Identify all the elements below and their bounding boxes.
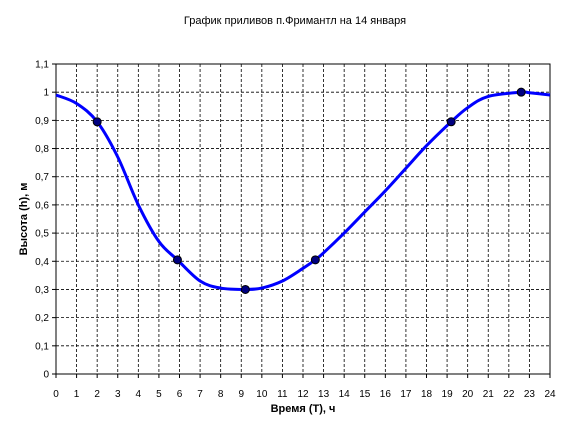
data-point-marker xyxy=(310,255,320,265)
x-tick-label: 16 xyxy=(380,389,392,400)
y-tick-label: 0,7 xyxy=(35,172,49,183)
x-tick-label: 23 xyxy=(524,389,536,400)
x-tick-label: 21 xyxy=(483,389,495,400)
x-tick-label: 10 xyxy=(256,389,268,400)
y-tick-label: 0,3 xyxy=(35,285,49,296)
x-tick-label: 19 xyxy=(442,389,454,400)
y-axis-label: Высота (h), м xyxy=(18,183,30,256)
data-point-marker xyxy=(172,255,182,265)
y-tick-label: 0,5 xyxy=(35,229,49,240)
y-tick-label: 0,4 xyxy=(35,257,49,268)
data-point-marker xyxy=(92,117,102,127)
x-tick-label: 2 xyxy=(94,389,100,400)
data-point-marker xyxy=(516,87,526,97)
x-tick-label: 17 xyxy=(400,389,412,400)
x-tick-label: 11 xyxy=(277,389,288,400)
y-tick-label: 1 xyxy=(43,88,49,99)
data-point-marker xyxy=(446,117,456,127)
x-tick-label: 22 xyxy=(503,389,515,400)
x-tick-label: 24 xyxy=(544,389,556,400)
x-tick-label: 1 xyxy=(74,389,80,400)
x-tick-label: 5 xyxy=(156,389,162,400)
y-axis-tick-labels: 0 0,1 0,2 0,3 0,4 0,5 0,6 0,7 0,8 0,9 1 1,1 xyxy=(35,60,49,381)
y-tick-label: 0,2 xyxy=(35,313,49,324)
y-tick-label: 0 xyxy=(43,370,49,381)
y-tick-label: 1,1 xyxy=(35,60,49,71)
x-tick-label: 8 xyxy=(218,389,224,400)
x-tick-label: 6 xyxy=(177,389,183,400)
x-tick-label: 7 xyxy=(197,389,203,400)
x-tick-label: 3 xyxy=(115,389,121,400)
x-tick-label: 4 xyxy=(136,389,142,400)
x-tick-label: 13 xyxy=(318,389,330,400)
y-tick-label: 0,9 xyxy=(35,116,49,127)
y-tick-label: 0,8 xyxy=(35,144,49,155)
y-tick-label: 0,1 xyxy=(35,341,49,352)
x-tick-label: 9 xyxy=(238,389,244,400)
x-axis-label: Время (T), ч xyxy=(271,403,336,415)
x-tick-label: 18 xyxy=(421,389,433,400)
chart-title: График приливов п.Фримантл на 14 января xyxy=(184,15,406,27)
x-tick-label: 0 xyxy=(53,389,59,400)
x-tick-label: 12 xyxy=(297,389,309,400)
x-tick-label: 14 xyxy=(339,389,351,400)
x-tick-label: 20 xyxy=(462,389,474,400)
x-axis-tick-labels: 0 1 2 3 4 5 6 7 8 9 10 11 12 13 14 15 16 17 18 19 20 21 22 23 24 xyxy=(53,389,556,400)
x-tick-label: 15 xyxy=(359,389,371,400)
data-point-markers xyxy=(92,87,526,294)
data-point-marker xyxy=(240,284,250,294)
y-tick-label: 0,6 xyxy=(35,200,49,211)
tide-height-curve xyxy=(55,90,551,291)
axis-ticks xyxy=(52,63,551,378)
